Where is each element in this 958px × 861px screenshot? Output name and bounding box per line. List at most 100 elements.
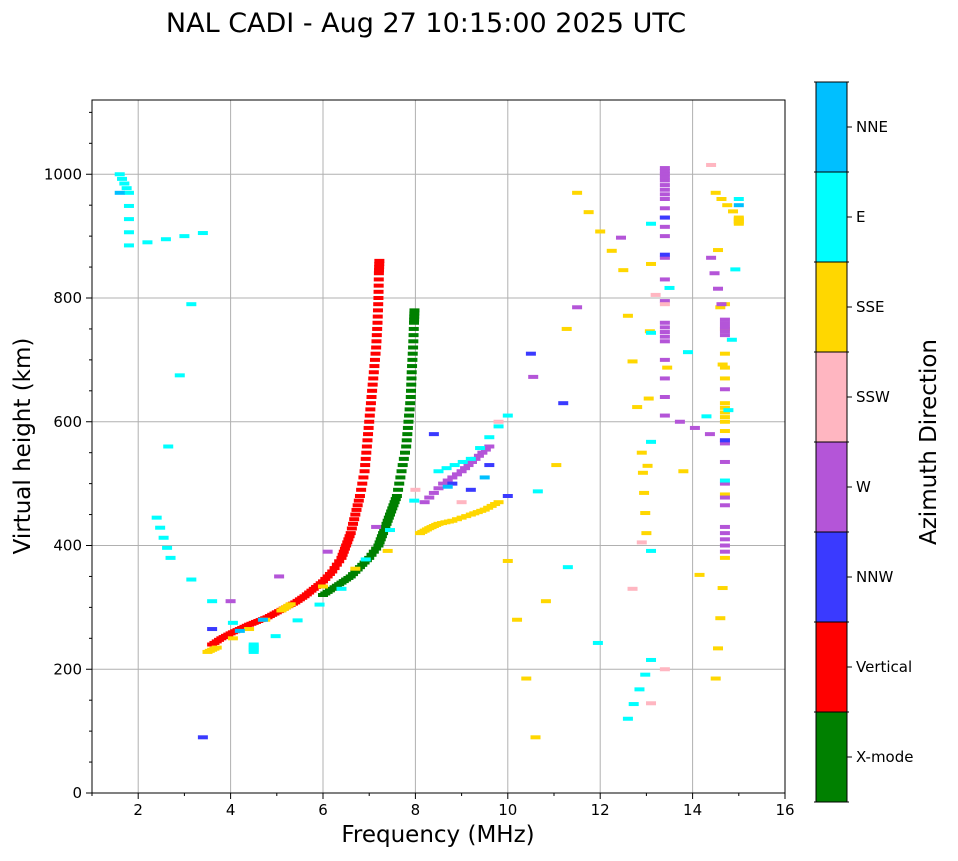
data-point	[372, 314, 383, 319]
data-point	[367, 388, 378, 393]
data-point	[114, 172, 125, 177]
data-point	[659, 330, 670, 335]
data-point	[659, 299, 670, 304]
data-point	[636, 450, 647, 455]
data-point	[733, 197, 744, 201]
data-point	[360, 456, 371, 461]
x-tick-label: 2	[133, 801, 143, 819]
data-point	[391, 494, 402, 498]
data-point	[659, 166, 670, 171]
data-point	[639, 490, 650, 495]
data-point	[401, 438, 412, 443]
data-point	[378, 531, 389, 536]
data-point	[123, 203, 134, 208]
data-point	[374, 268, 385, 273]
data-point	[558, 401, 569, 406]
data-point	[374, 540, 385, 545]
data-marks	[114, 162, 744, 740]
y-tick-label: 0	[72, 784, 82, 802]
data-point	[179, 234, 190, 239]
data-point	[338, 549, 349, 554]
data-point	[719, 415, 730, 420]
data-point	[650, 292, 661, 297]
data-point	[407, 357, 418, 362]
data-point	[244, 627, 255, 632]
data-point	[719, 401, 730, 406]
data-point	[360, 557, 371, 562]
data-point	[659, 252, 670, 257]
data-point	[359, 469, 370, 474]
data-point	[320, 576, 331, 581]
data-point	[622, 716, 633, 721]
data-point	[717, 586, 728, 591]
data-point	[717, 362, 728, 367]
data-point	[730, 267, 741, 272]
data-point	[408, 345, 419, 350]
colorbar-segment-vertical	[816, 622, 847, 712]
series-e	[114, 172, 744, 721]
data-point	[659, 395, 670, 399]
data-point	[710, 676, 721, 681]
data-point	[659, 357, 670, 362]
data-point	[592, 640, 603, 645]
data-point	[197, 735, 208, 740]
data-point	[733, 203, 744, 208]
data-point	[484, 463, 495, 468]
x-tick-label: 8	[411, 801, 421, 819]
data-point	[410, 487, 421, 492]
data-point	[379, 528, 390, 533]
data-point	[476, 508, 487, 513]
data-point	[387, 506, 398, 511]
colorbar-label: Azimuth Direction	[916, 339, 942, 545]
data-point	[401, 444, 412, 449]
data-point	[473, 453, 484, 458]
data-point	[292, 618, 303, 623]
y-tick-label: 200	[53, 660, 82, 678]
data-point	[710, 190, 721, 195]
data-point	[628, 702, 639, 707]
data-point	[715, 305, 726, 310]
data-point	[532, 489, 543, 494]
data-point	[373, 302, 384, 307]
data-point	[694, 572, 705, 577]
colorbar-label-ssw: SSW	[856, 388, 890, 406]
data-point	[719, 492, 730, 497]
data-point	[371, 333, 382, 338]
data-point	[155, 525, 166, 530]
data-point	[364, 413, 375, 418]
data-point	[363, 425, 374, 430]
data-point	[376, 534, 387, 539]
data-point	[431, 522, 442, 527]
data-point	[383, 515, 394, 520]
data-point	[659, 339, 670, 344]
data-point	[709, 271, 720, 276]
plot-frame	[92, 100, 785, 793]
colorbar-segment-nne	[816, 82, 847, 172]
data-point	[689, 425, 700, 430]
data-point	[373, 543, 384, 548]
data-point	[659, 175, 670, 180]
data-point	[341, 543, 352, 548]
data-point	[715, 616, 726, 621]
data-point	[186, 302, 197, 307]
data-point	[324, 571, 335, 576]
data-point	[615, 235, 626, 240]
data-point	[572, 305, 583, 310]
data-point	[583, 210, 594, 215]
data-point	[274, 574, 285, 579]
data-point	[646, 221, 657, 226]
data-point	[408, 339, 419, 344]
data-point	[225, 599, 236, 604]
data-point	[359, 560, 370, 565]
data-point	[572, 190, 583, 195]
data-point	[346, 526, 357, 531]
data-point	[719, 438, 730, 443]
data-point	[234, 628, 245, 633]
data-point	[636, 540, 647, 545]
data-point	[646, 701, 657, 706]
data-point	[640, 672, 651, 677]
data-point	[227, 636, 238, 641]
data-point	[248, 648, 259, 653]
data-point	[374, 265, 385, 270]
data-point	[659, 192, 670, 197]
